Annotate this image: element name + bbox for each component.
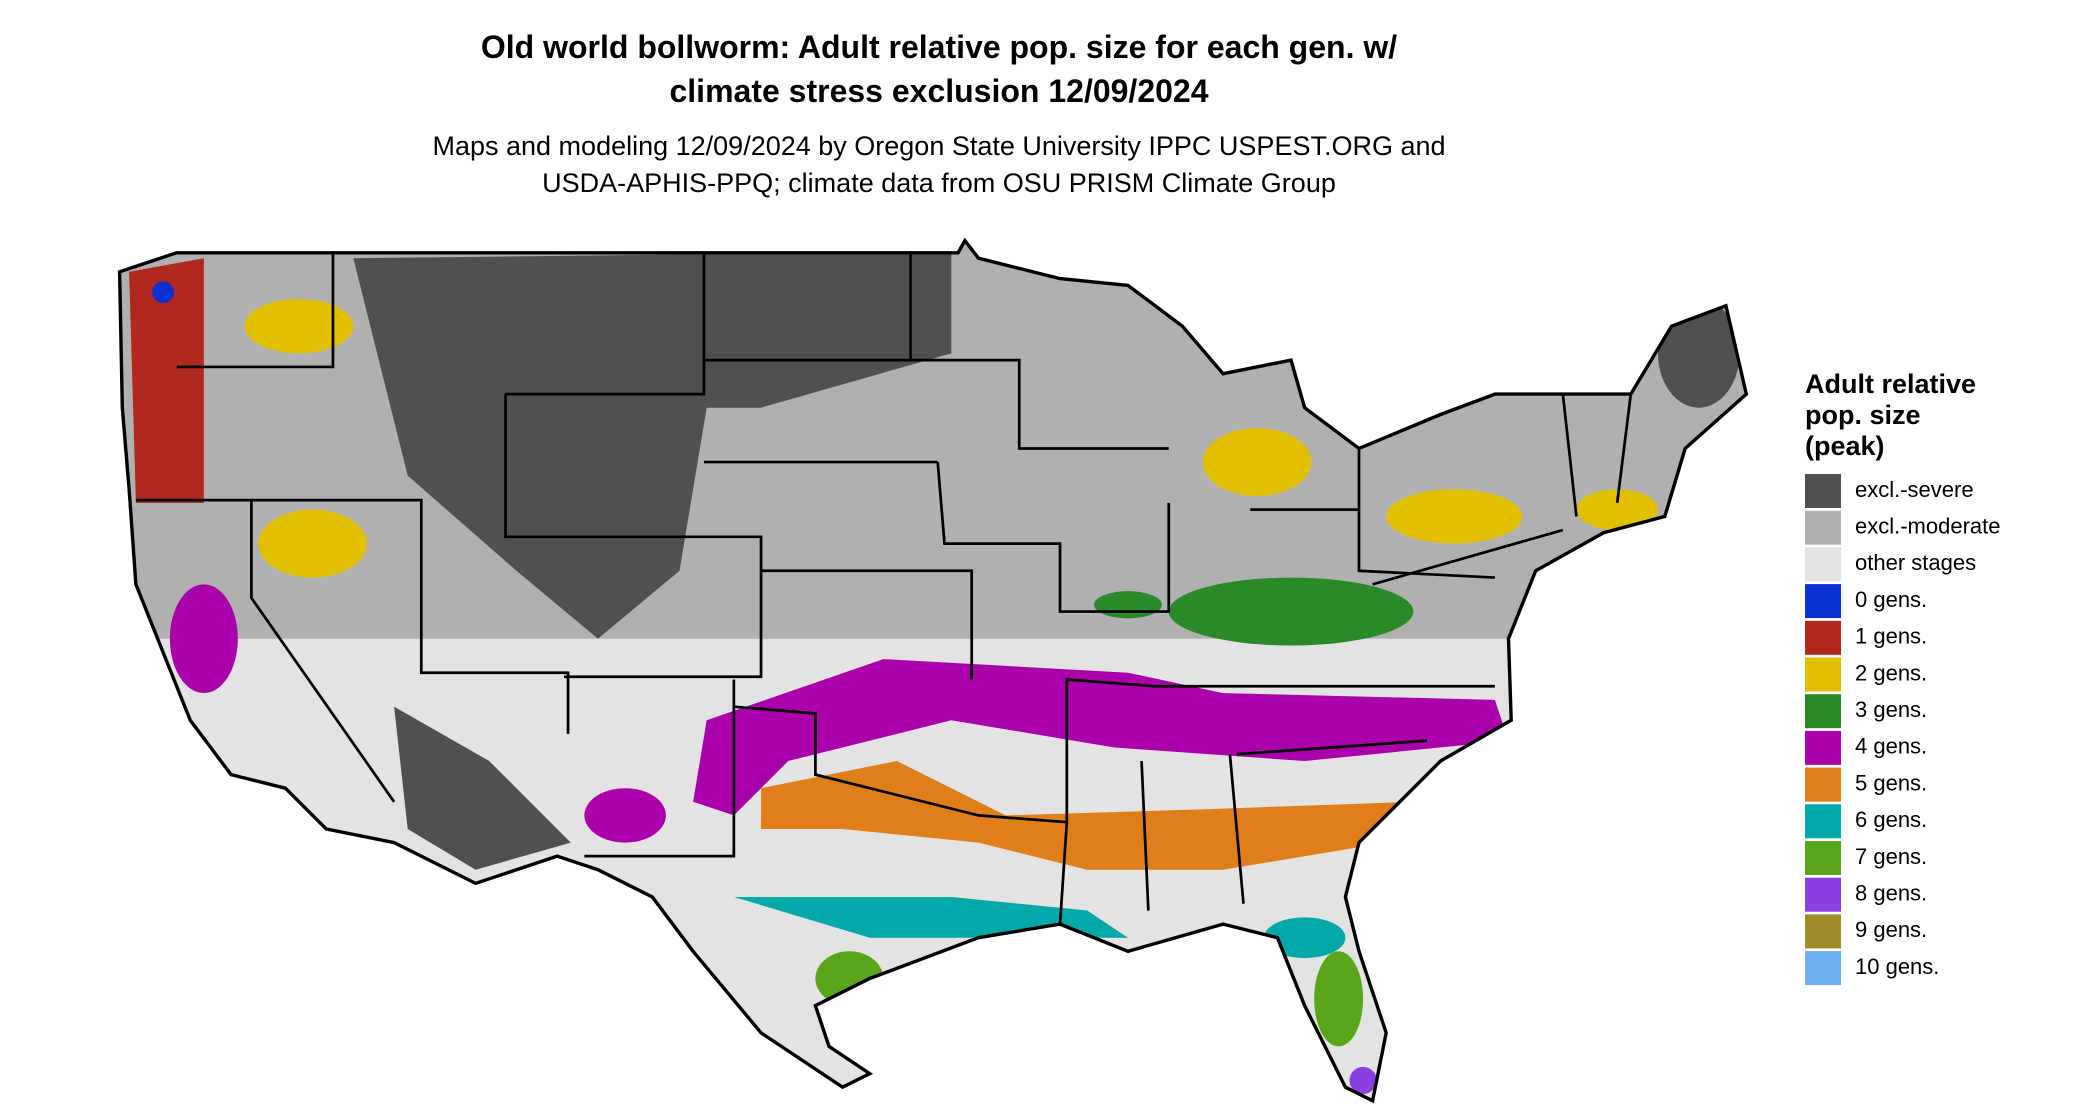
legend-title-line: Adult relative	[1805, 369, 1976, 399]
legend-swatch	[1805, 620, 1841, 655]
legend-label: 2 gens.	[1855, 660, 1927, 685]
legend-swatch	[1805, 804, 1841, 839]
subtitle-line: USDA-APHIS-PPQ; climate data from OSU PR…	[542, 168, 1336, 198]
subtitle-line: Maps and modeling 12/09/2024 by Oregon S…	[432, 131, 1445, 161]
legend-swatch	[1805, 877, 1841, 912]
legend-swatch	[1805, 547, 1841, 582]
legend-label: 1 gens.	[1855, 624, 1927, 649]
legend-label: other stages	[1855, 550, 1976, 575]
legend-swatch	[1805, 767, 1841, 802]
legend-swatch	[1805, 694, 1841, 729]
legend-swatch	[1805, 657, 1841, 692]
legend-swatch	[1805, 841, 1841, 875]
legend-label: 7 gens.	[1855, 844, 1927, 869]
legend-label: excl.-severe	[1855, 477, 1974, 502]
legend-swatch	[1805, 951, 1841, 986]
legend-label: 9 gens.	[1855, 917, 1927, 942]
title-line: Old world bollworm: Adult relative pop. …	[481, 29, 1397, 65]
legend-label: excl.-moderate	[1855, 514, 2001, 539]
legend-title-line: pop. size	[1805, 400, 1921, 430]
legend-label: 6 gens.	[1855, 807, 1927, 832]
legend-label: 8 gens.	[1855, 881, 1927, 906]
legend-label: 3 gens.	[1855, 697, 1927, 722]
legend-swatch	[1805, 584, 1841, 619]
legend-swatch	[1805, 510, 1841, 545]
legend-swatch	[1805, 914, 1841, 949]
legend-title-line: (peak)	[1805, 431, 1885, 461]
legend-swatch	[1805, 730, 1841, 765]
legend: Adult relative pop. size (peak) excl.-se…	[1805, 369, 2001, 986]
legend-label: 5 gens.	[1855, 770, 1927, 795]
map	[117, 238, 1749, 1103]
legend-swatch	[1805, 474, 1841, 508]
state-borders	[135, 252, 1633, 925]
map-fill	[119, 240, 1747, 1101]
title-line: climate stress exclusion 12/09/2024	[669, 73, 1208, 109]
legend-label: 0 gens.	[1855, 587, 1927, 612]
legend-label: 4 gens.	[1855, 734, 1927, 759]
legend-label: 10 gens.	[1855, 954, 1939, 979]
